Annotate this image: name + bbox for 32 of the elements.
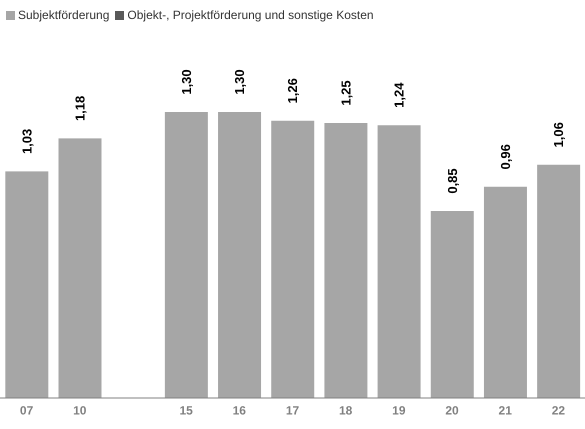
data-label: 1,25	[338, 80, 354, 106]
data-label: 0,85	[444, 168, 460, 194]
x-tick-label: 21	[498, 404, 512, 418]
data-label: 1,18	[72, 96, 88, 122]
x-tick-label: 20	[445, 404, 460, 418]
bar	[324, 123, 368, 398]
x-tick-label: 17	[286, 404, 300, 418]
data-label: 1,26	[285, 78, 300, 104]
bar	[430, 211, 474, 398]
bar	[484, 186, 527, 398]
bar	[58, 138, 102, 398]
data-label: 1,30	[178, 69, 194, 95]
bar	[271, 120, 314, 398]
x-tick-label: 22	[552, 404, 566, 418]
data-label: 0,96	[498, 144, 513, 170]
bar	[218, 112, 262, 398]
x-tick-label: 10	[73, 404, 87, 418]
bar	[164, 112, 208, 398]
data-label: 1,03	[19, 128, 34, 154]
legend-label: Subjektförderung	[18, 8, 110, 22]
bar	[5, 171, 48, 398]
x-tick-label: 15	[179, 404, 194, 418]
x-tick-label: 19	[392, 404, 406, 418]
data-label: 1,24	[392, 82, 407, 108]
bar	[537, 164, 580, 398]
bar	[378, 125, 421, 398]
data-label: 1,06	[551, 122, 566, 148]
x-tick-label: 16	[232, 404, 246, 418]
data-label: 1,30	[232, 69, 248, 95]
x-tick-label: 18	[339, 404, 353, 418]
x-tick-label: 07	[20, 404, 34, 418]
legend-label: Objekt-, Projektförderung und sonstige Kosten	[127, 8, 374, 22]
